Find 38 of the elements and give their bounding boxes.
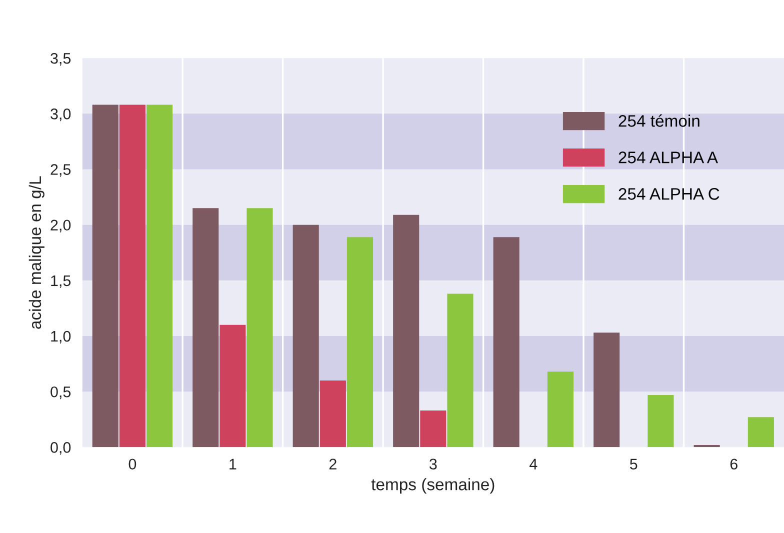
- bar: [748, 417, 774, 448]
- x-tick-label: 1: [230, 458, 236, 470]
- bar: [547, 372, 574, 448]
- legend-label: 254 ALPHA C: [618, 188, 720, 200]
- bar: [447, 294, 474, 448]
- bar: [292, 224, 319, 448]
- x-tick-label: 6: [730, 458, 738, 470]
- x-tick-label: 2: [329, 458, 336, 470]
- bar: [493, 237, 520, 448]
- y-tick-label: 1,0: [51, 330, 71, 344]
- y-tick-label: 3,5: [50, 52, 71, 66]
- bar: [420, 410, 446, 448]
- bar: [119, 104, 146, 448]
- x-tick-label: 3: [429, 458, 437, 470]
- y-tick-label: 3,0: [50, 108, 71, 122]
- y-tick-label: 0,0: [50, 442, 71, 455]
- bar: [594, 332, 620, 448]
- bar: [246, 208, 273, 448]
- y-axis-title: acide malique en g/L: [28, 176, 44, 329]
- bar: [694, 444, 720, 448]
- bar: [146, 104, 173, 448]
- x-axis-title: temps (semaine): [371, 478, 494, 494]
- y-tick-label: 2,5: [50, 164, 71, 177]
- legend-label: 254 témoin: [618, 114, 700, 127]
- y-tick-label: 1,5: [51, 275, 71, 288]
- bar: [320, 380, 346, 448]
- bar: [393, 214, 420, 448]
- y-tick-label: 0,5: [50, 386, 71, 400]
- y-tick-label: 2,0: [50, 220, 71, 232]
- x-tick-label: 0: [128, 458, 136, 470]
- legend-label: 254 ALPHA A: [618, 152, 718, 164]
- bar: [220, 324, 246, 448]
- bar: [346, 237, 374, 448]
- bar: [648, 394, 674, 448]
- bar: [192, 208, 219, 448]
- x-tick-label: 5: [630, 458, 638, 470]
- bar: [92, 104, 118, 448]
- x-tick-label: 4: [530, 458, 538, 470]
